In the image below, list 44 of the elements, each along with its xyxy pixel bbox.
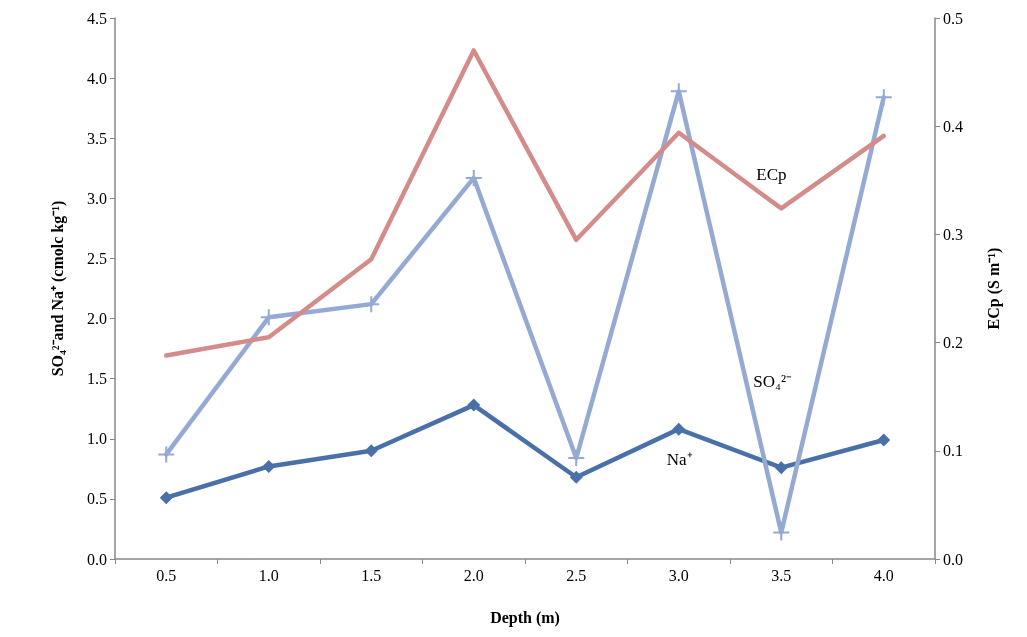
y-tick-label: 0.5 [87,490,107,508]
point [569,470,583,484]
y-tick-label: 1.5 [87,370,107,388]
y-tick-label: 3.5 [87,129,107,147]
point [464,168,483,187]
y-tick-label: 2.5 [87,249,107,267]
series-label: ECp [756,165,787,185]
point [157,445,176,464]
point [467,398,481,412]
y-tick-label: 1.0 [87,430,107,448]
point [672,422,686,436]
y-tick-label: 4.5 [87,9,107,27]
y-axis-title: SO₄²⁻and Na⁺ (cmolc kg⁻¹) [48,200,67,377]
point [874,88,893,107]
point [262,459,276,473]
y2-tick-label: 0.1 [943,442,963,460]
series-label: SO₄²⁻ [753,371,793,391]
y2-tick-label: 0.4 [943,117,963,135]
line-series [164,48,886,358]
point [774,461,788,475]
y2-tick-label: 0.0 [943,550,963,568]
point [159,491,173,505]
x-tick-label: 1.5 [361,566,382,584]
point [364,444,378,458]
y-tick-label: 0.0 [87,550,107,568]
x-tick-label: 4.0 [873,566,894,584]
series-label: Na⁺ [666,450,693,470]
point [567,449,586,468]
y2-axis-title: ECp (S m⁻¹) [984,247,1003,330]
x-tick-label: 2.5 [566,566,587,584]
y2-tick-label: 0.3 [943,225,963,243]
x-tick-label: 3.0 [668,566,689,584]
point [259,308,278,327]
y-tick-label: 3.0 [87,189,107,207]
x-tick-label: 0.5 [156,566,177,584]
x-tick-label: 1.0 [258,566,279,584]
y-tick-label: 2.0 [87,310,107,328]
x-tick-label: 3.5 [771,566,792,584]
point [877,433,891,447]
y2-tick-label: 0.5 [943,9,963,27]
x-tick-label: 2.0 [463,566,484,584]
y2-tick-label: 0.2 [943,334,963,352]
x-axis-title: Depth (m) [490,608,560,627]
y-tick-label: 4.0 [87,69,107,87]
